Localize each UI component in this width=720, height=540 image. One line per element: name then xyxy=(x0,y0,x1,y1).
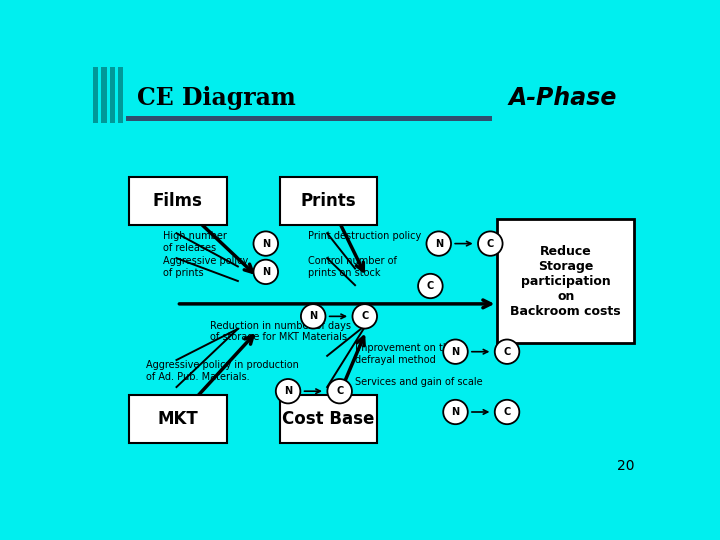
Text: Prints: Prints xyxy=(301,192,356,210)
Ellipse shape xyxy=(328,379,352,403)
Text: C: C xyxy=(503,347,510,357)
Text: N: N xyxy=(309,312,318,321)
Text: C: C xyxy=(487,239,494,248)
Ellipse shape xyxy=(444,400,468,424)
FancyBboxPatch shape xyxy=(109,67,115,123)
Text: C: C xyxy=(336,386,343,396)
Text: N: N xyxy=(284,386,292,396)
FancyBboxPatch shape xyxy=(280,395,377,443)
Text: Films: Films xyxy=(153,192,203,210)
Text: N: N xyxy=(261,239,270,248)
Ellipse shape xyxy=(495,400,519,424)
FancyBboxPatch shape xyxy=(118,67,124,123)
Ellipse shape xyxy=(495,340,519,364)
FancyBboxPatch shape xyxy=(93,67,99,123)
Ellipse shape xyxy=(301,304,325,328)
Text: Aggressive policy
of prints: Aggressive policy of prints xyxy=(163,256,248,278)
Text: Reduction in number of days
of storage for MKT Materials: Reduction in number of days of storage f… xyxy=(210,321,351,342)
FancyBboxPatch shape xyxy=(498,219,634,343)
Text: C: C xyxy=(503,407,510,417)
Ellipse shape xyxy=(276,379,300,403)
Text: C: C xyxy=(427,281,434,291)
Text: Aggressive policy in production
of Ad. Pub. Materials.: Aggressive policy in production of Ad. P… xyxy=(145,360,299,382)
Text: High number
of releases: High number of releases xyxy=(163,231,226,253)
Ellipse shape xyxy=(478,232,503,256)
FancyBboxPatch shape xyxy=(129,177,227,225)
Ellipse shape xyxy=(426,232,451,256)
FancyBboxPatch shape xyxy=(280,177,377,225)
Ellipse shape xyxy=(444,340,468,364)
FancyBboxPatch shape xyxy=(129,395,227,443)
Ellipse shape xyxy=(253,232,278,256)
Text: N: N xyxy=(261,267,270,277)
Text: Cost Base: Cost Base xyxy=(282,410,374,428)
Text: Services and gain of scale: Services and gain of scale xyxy=(355,377,482,387)
Ellipse shape xyxy=(253,260,278,284)
Ellipse shape xyxy=(418,274,443,298)
Ellipse shape xyxy=(353,304,377,328)
Text: N: N xyxy=(435,239,443,248)
Text: A-Phase: A-Phase xyxy=(509,86,617,110)
Text: N: N xyxy=(451,407,459,417)
Text: N: N xyxy=(451,347,459,357)
FancyBboxPatch shape xyxy=(101,67,107,123)
Text: 20: 20 xyxy=(616,459,634,473)
Text: CE Diagram: CE Diagram xyxy=(138,86,296,110)
FancyBboxPatch shape xyxy=(126,116,492,121)
Text: Reduce
Storage
participation
on
Backroom costs: Reduce Storage participation on Backroom… xyxy=(510,245,621,318)
Text: Print destruction policy: Print destruction policy xyxy=(307,231,421,241)
Text: MKT: MKT xyxy=(158,410,198,428)
Text: Control number of
prints on stock: Control number of prints on stock xyxy=(307,256,397,278)
Text: Improvement on the
defrayal method: Improvement on the defrayal method xyxy=(355,343,455,365)
Text: C: C xyxy=(361,312,369,321)
